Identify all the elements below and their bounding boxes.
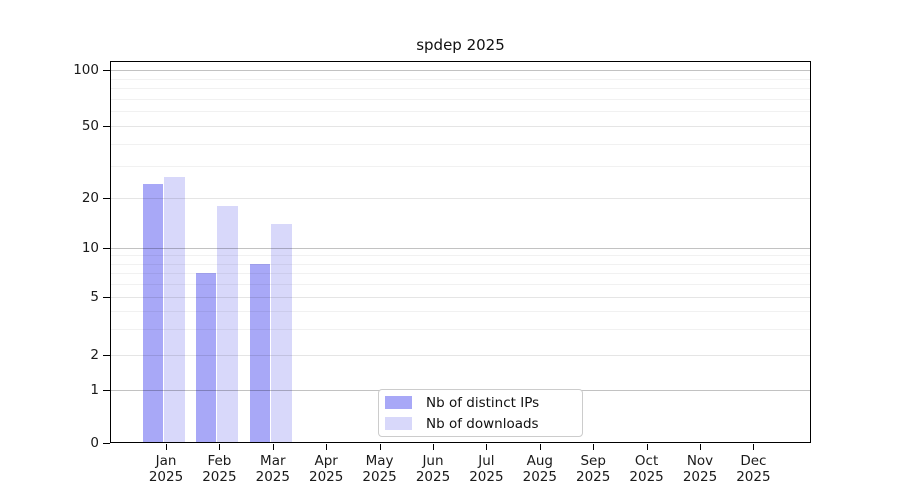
x-tick-label-may: May 2025 xyxy=(362,453,397,485)
gridline-10 xyxy=(111,248,810,249)
y-tick-label: 2 xyxy=(90,346,99,363)
gridline-50 xyxy=(111,126,810,127)
y-tick-label: 5 xyxy=(90,289,99,305)
gridline-minor xyxy=(111,166,810,168)
x-tick-mark xyxy=(539,444,541,450)
bar-downloads-feb xyxy=(217,205,239,443)
gridline-minor xyxy=(111,329,810,331)
gridline-minor xyxy=(111,255,810,257)
legend-item-distinct-ips: Nb of distinct IPs xyxy=(385,394,576,412)
legend-swatch-downloads xyxy=(385,417,412,430)
y-tick-label: 1 xyxy=(90,382,99,398)
bar-downloads-jan xyxy=(164,177,185,443)
bar-distinct-ips-jan xyxy=(143,183,163,443)
y-tick-label: 50 xyxy=(81,118,99,134)
y-tick-label: 20 xyxy=(81,190,99,206)
x-tick-label-aug: Aug 2025 xyxy=(522,453,557,485)
x-tick-mark xyxy=(486,444,488,450)
legend-item-downloads: Nb of downloads xyxy=(385,415,576,433)
gridline-minor xyxy=(111,263,810,265)
gridline-minor xyxy=(111,98,810,100)
x-tick-mark xyxy=(646,444,648,450)
x-tick-label-jan: Jan 2025 xyxy=(148,453,184,485)
legend: Nb of distinct IPs Nb of downloads xyxy=(378,389,583,437)
x-tick-mark xyxy=(326,444,328,450)
x-tick-mark xyxy=(219,444,221,450)
gridline-minor xyxy=(111,111,810,113)
x-tick-mark xyxy=(593,444,595,450)
bar-downloads-mar xyxy=(270,223,292,443)
y-tick-mark xyxy=(103,248,110,249)
gridline-5 xyxy=(111,297,810,298)
x-tick-label-jul: Jul 2025 xyxy=(469,453,504,485)
x-tick-mark xyxy=(753,444,755,450)
y-tick-mark xyxy=(103,354,110,356)
gridline-minor xyxy=(111,273,810,275)
x-tick-label-nov: Nov 2025 xyxy=(682,453,718,485)
gridline-minor xyxy=(111,88,810,89)
gridline-minor xyxy=(111,143,810,145)
x-tick-label-dec: Dec 2025 xyxy=(736,453,771,485)
gridline-2 xyxy=(111,354,810,356)
x-tick-label-apr: Apr 2025 xyxy=(309,453,344,485)
x-tick-mark xyxy=(700,444,701,450)
x-tick-mark xyxy=(166,444,167,450)
y-tick-mark xyxy=(103,198,110,199)
x-tick-label-jun: Jun 2025 xyxy=(415,453,451,485)
gridline-minor xyxy=(111,311,810,312)
x-tick-label-feb: Feb 2025 xyxy=(202,453,237,485)
y-tick-label: 10 xyxy=(81,240,99,256)
x-tick-label-sep: Sep 2025 xyxy=(576,453,611,485)
x-tick-mark xyxy=(272,444,274,450)
gridline-100 xyxy=(111,70,810,71)
gridline-20 xyxy=(111,198,810,199)
legend-label-distinct-ips: Nb of distinct IPs xyxy=(426,394,540,411)
y-tick-label: 100 xyxy=(73,62,99,78)
bar-distinct-ips-feb xyxy=(196,273,217,443)
x-tick-label-mar: Mar 2025 xyxy=(255,453,290,485)
chart-title: spdep 2025 xyxy=(416,36,505,54)
y-tick-label: 0 xyxy=(90,435,99,451)
x-tick-mark xyxy=(379,444,381,450)
legend-swatch-distinct-ips xyxy=(385,396,412,409)
y-tick-mark xyxy=(103,70,110,71)
bar-distinct-ips-mar xyxy=(249,263,270,443)
y-tick-mark xyxy=(103,443,110,444)
gridline-minor xyxy=(111,78,810,80)
x-tick-mark xyxy=(433,444,434,450)
x-tick-label-oct: Oct 2025 xyxy=(629,453,664,485)
legend-label-downloads: Nb of downloads xyxy=(426,415,539,432)
y-tick-mark xyxy=(103,297,110,298)
y-tick-mark xyxy=(103,390,110,391)
y-tick-mark xyxy=(103,126,110,127)
gridline-minor xyxy=(111,284,810,286)
